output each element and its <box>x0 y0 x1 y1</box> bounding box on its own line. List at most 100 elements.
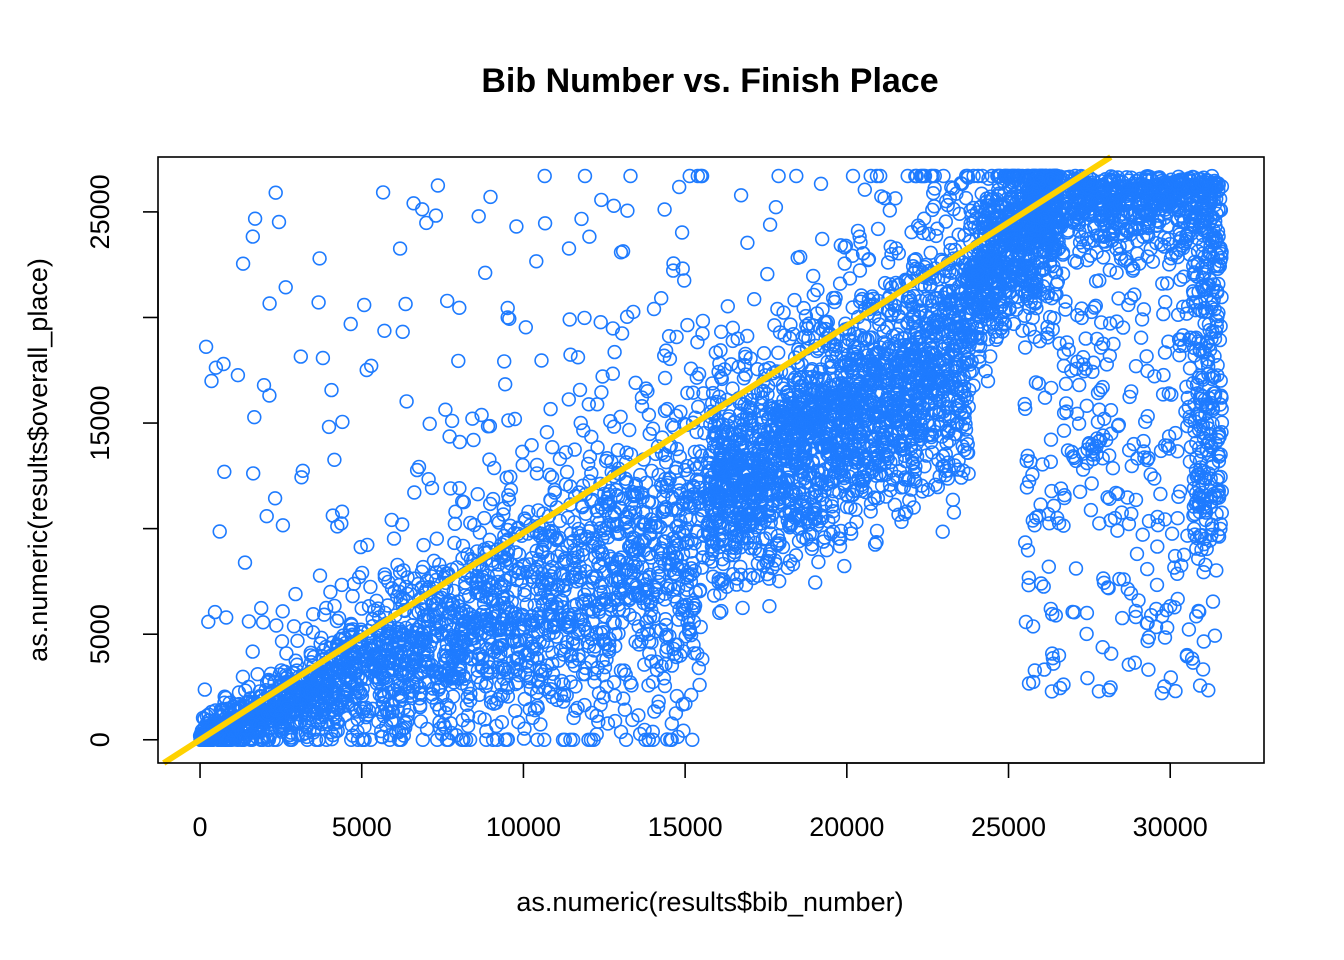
data-point <box>588 568 603 584</box>
data-point <box>762 598 777 614</box>
data-point <box>300 732 315 747</box>
data-point <box>438 653 453 668</box>
data-point <box>462 732 478 747</box>
data-point <box>475 588 490 604</box>
data-point <box>580 456 596 472</box>
data-point <box>319 732 334 747</box>
data-point <box>533 581 548 597</box>
data-point <box>878 336 893 351</box>
data-point <box>475 649 490 665</box>
data-point <box>805 268 821 284</box>
data-point <box>882 277 898 292</box>
data-point <box>738 464 753 479</box>
data-point <box>773 515 789 530</box>
data-point <box>508 545 523 560</box>
data-point <box>782 553 798 569</box>
data-point <box>635 571 650 586</box>
data-point <box>518 612 533 627</box>
data-point <box>476 596 492 611</box>
data-point <box>944 265 959 280</box>
data-point <box>386 662 402 677</box>
data-point <box>570 700 585 716</box>
data-point <box>542 467 557 482</box>
data-point <box>840 419 856 434</box>
data-point <box>705 507 721 523</box>
data-point <box>498 662 513 677</box>
data-point <box>686 600 701 616</box>
data-point <box>545 440 560 455</box>
data-point <box>825 416 841 431</box>
data-point <box>940 286 955 301</box>
data-point <box>701 527 716 542</box>
data-point <box>490 640 505 656</box>
data-point <box>396 627 412 642</box>
data-point <box>475 562 490 578</box>
data-point <box>533 717 548 732</box>
data-point <box>290 633 305 648</box>
data-point <box>722 409 737 424</box>
data-point <box>798 514 813 529</box>
data-point <box>680 385 695 401</box>
data-point <box>651 694 666 709</box>
data-point <box>942 412 957 427</box>
data-point <box>613 409 628 424</box>
data-point <box>568 703 583 718</box>
data-point <box>432 701 447 717</box>
data-point <box>809 403 825 419</box>
data-point <box>770 345 786 360</box>
data-point <box>847 347 862 362</box>
data-point <box>590 440 605 455</box>
data-point <box>835 446 851 461</box>
data-point <box>824 499 840 514</box>
data-point <box>460 718 476 734</box>
data-point <box>945 492 961 507</box>
data-point <box>781 384 796 399</box>
data-point <box>281 693 296 709</box>
data-point <box>445 689 461 704</box>
data-point <box>414 626 430 642</box>
data-point <box>861 292 877 307</box>
data-point <box>482 452 497 467</box>
data-point <box>537 168 552 184</box>
data-point <box>527 598 542 613</box>
data-point <box>213 708 229 723</box>
data-point <box>575 498 590 513</box>
data-point <box>958 190 974 206</box>
data-point <box>912 331 927 346</box>
data-point <box>732 428 747 443</box>
data-point <box>394 630 409 646</box>
data-point <box>672 449 687 464</box>
data-point <box>888 275 904 291</box>
data-point <box>565 732 581 747</box>
data-point <box>354 565 370 581</box>
data-point <box>938 468 953 483</box>
data-point <box>763 514 778 530</box>
data-point <box>820 439 836 454</box>
data-point <box>733 559 748 574</box>
data-point <box>690 335 705 350</box>
data-point <box>886 353 902 368</box>
data-point <box>327 598 342 614</box>
data-point <box>627 611 642 626</box>
data-point <box>906 315 922 330</box>
data-point <box>434 726 450 742</box>
data-point <box>690 399 706 414</box>
data-point <box>631 708 646 723</box>
data-point <box>871 311 887 327</box>
data-point <box>680 317 695 333</box>
data-point <box>464 651 479 666</box>
data-point <box>479 675 494 690</box>
data-point <box>792 416 807 431</box>
data-point <box>811 554 826 570</box>
data-point <box>720 299 735 314</box>
data-point <box>891 308 906 324</box>
data-point <box>798 308 814 324</box>
data-point <box>828 342 843 357</box>
data-point <box>657 502 673 517</box>
data-point <box>735 430 751 446</box>
data-point <box>874 399 890 414</box>
data-point <box>739 328 755 344</box>
data-point <box>369 593 384 608</box>
data-point <box>912 428 928 443</box>
data-point <box>720 481 735 497</box>
